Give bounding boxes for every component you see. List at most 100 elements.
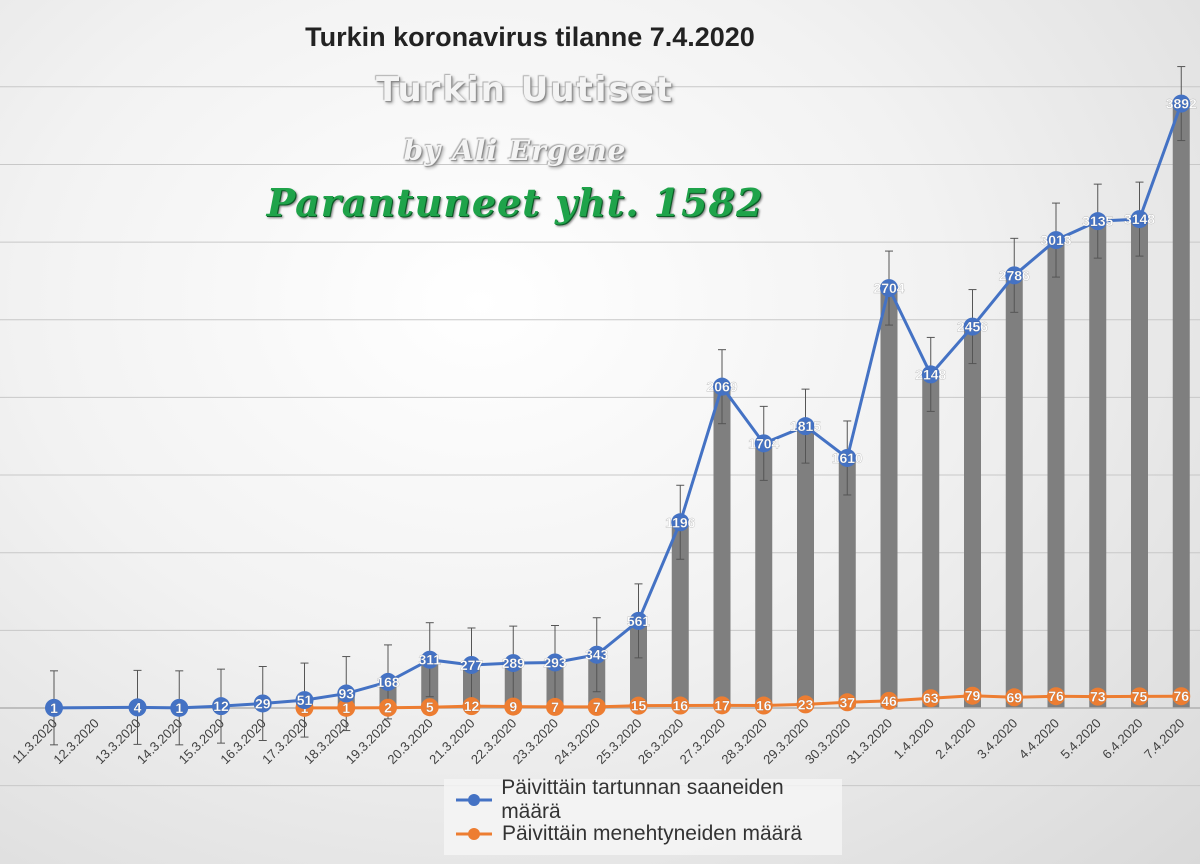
data-point-cases — [921, 365, 940, 384]
data-label-cases: 289 — [502, 655, 526, 671]
data-point-cases — [379, 672, 397, 691]
x-tick-label: 1.4.2020 — [890, 716, 936, 762]
data-label-cases: 93 — [338, 686, 354, 702]
data-point-deaths — [587, 697, 606, 716]
data-label-cases: 29 — [255, 695, 271, 711]
data-point-cases — [880, 279, 898, 298]
data-point-cases — [1172, 94, 1191, 113]
data-label-cases: 1815 — [790, 418, 821, 434]
data-label-deaths: 76 — [1173, 688, 1189, 704]
data-point-cases — [963, 317, 982, 336]
bar — [713, 386, 731, 708]
data-point-deaths — [671, 696, 690, 715]
data-label-cases: 1 — [175, 700, 183, 716]
data-point-cases — [546, 653, 564, 672]
legend-label-deaths: Päivittäin menehtyneiden määrä — [502, 822, 803, 845]
data-label-cases: 1704 — [748, 435, 779, 451]
data-point-cases — [128, 698, 147, 717]
data-label-cases: 311 — [418, 652, 441, 668]
data-label-deaths: 5 — [426, 699, 434, 715]
data-point-deaths — [838, 693, 857, 712]
data-point-deaths — [546, 697, 564, 716]
bar — [964, 326, 981, 708]
data-point-cases — [796, 417, 815, 436]
bar — [838, 457, 856, 708]
x-tick-label: 2.4.2020 — [932, 716, 978, 762]
data-label-cases: 12 — [213, 698, 229, 714]
data-point-deaths — [1005, 688, 1024, 707]
data-point-deaths — [379, 698, 397, 717]
bar — [1131, 219, 1148, 708]
x-tick-label: 7.4.2020 — [1141, 716, 1187, 762]
data-point-cases — [1130, 210, 1149, 229]
data-point-cases — [212, 697, 230, 716]
data-label-deaths: 69 — [1006, 689, 1022, 705]
data-point-deaths — [754, 696, 773, 715]
x-tick-label: 6.4.2020 — [1099, 716, 1145, 762]
data-point-deaths — [629, 696, 648, 715]
legend-item-deaths: Päivittäin menehtyneiden määrä — [454, 819, 802, 849]
data-label-deaths: 63 — [923, 690, 939, 706]
bar — [1172, 103, 1190, 709]
data-label-cases: 1196 — [665, 514, 696, 530]
data-point-cases — [45, 698, 63, 717]
data-label-deaths: 15 — [631, 698, 647, 714]
data-point-deaths — [462, 697, 481, 716]
data-label-cases: 2456 — [957, 319, 988, 335]
data-point-cases — [295, 691, 314, 710]
watermark-byline: by Ali Ergene — [403, 134, 627, 167]
data-label-deaths: 73 — [1090, 689, 1106, 705]
x-tick-label: 3.4.2020 — [974, 716, 1020, 762]
legend: Päivittäin tartunnan saaneiden määrä Päi… — [444, 776, 842, 855]
data-label-deaths: 79 — [965, 688, 981, 704]
data-label-cases: 293 — [543, 654, 567, 670]
data-point-cases — [253, 694, 272, 713]
bar — [1089, 221, 1107, 708]
data-point-deaths — [1130, 687, 1149, 706]
data-label-cases: 2704 — [873, 280, 904, 296]
data-point-cases — [671, 513, 690, 532]
x-tick-label: 4.4.2020 — [1016, 716, 1062, 762]
data-label-cases: 4 — [134, 699, 142, 715]
data-label-cases: 1610 — [832, 450, 863, 466]
data-label-deaths: 1 — [342, 700, 350, 716]
data-label-cases: 1 — [50, 700, 58, 716]
data-point-cases — [754, 434, 773, 453]
data-label-cases: 3892 — [1166, 96, 1197, 112]
data-label-cases: 168 — [376, 674, 400, 690]
watermark-text: Turkin Uutiset — [375, 70, 674, 110]
data-point-cases — [587, 645, 606, 664]
legend-item-cases: Päivittäin tartunnan saaneiden määrä — [454, 776, 842, 823]
x-tick-label: 5.4.2020 — [1057, 716, 1103, 762]
x-tick-label: 31.3.2020 — [844, 716, 896, 768]
data-point-cases — [420, 650, 439, 669]
legend-label-cases: Päivittäin tartunnan saaneiden määrä — [501, 776, 784, 823]
data-point-cases — [170, 698, 189, 717]
data-label-cases: 343 — [585, 647, 609, 663]
legend-marker-deaths — [456, 828, 492, 840]
data-label-cases: 2786 — [999, 267, 1030, 283]
recovered-total-text: Parantuneet yht. 1582 — [266, 180, 764, 225]
data-label-deaths: 7 — [593, 699, 601, 715]
data-label-deaths: 2 — [384, 700, 392, 716]
data-label-cases: 3013 — [1040, 232, 1071, 248]
data-point-cases — [462, 655, 481, 674]
data-point-cases — [838, 448, 857, 467]
data-label-cases: 2148 — [915, 366, 946, 382]
data-point-deaths — [504, 697, 523, 716]
data-label-deaths: 37 — [839, 694, 855, 710]
data-label-deaths: 9 — [509, 699, 517, 715]
bar — [922, 374, 940, 708]
bar — [1047, 240, 1065, 708]
bar — [797, 426, 814, 708]
data-point-deaths — [337, 698, 356, 717]
bar — [755, 443, 773, 708]
data-point-cases — [504, 654, 523, 673]
data-point-cases — [629, 611, 648, 630]
bar — [880, 288, 898, 708]
data-label-deaths: 16 — [756, 698, 772, 714]
data-label-cases: 2069 — [706, 379, 737, 395]
data-point-cases — [1047, 231, 1065, 250]
data-label-cases: 3135 — [1082, 213, 1113, 229]
